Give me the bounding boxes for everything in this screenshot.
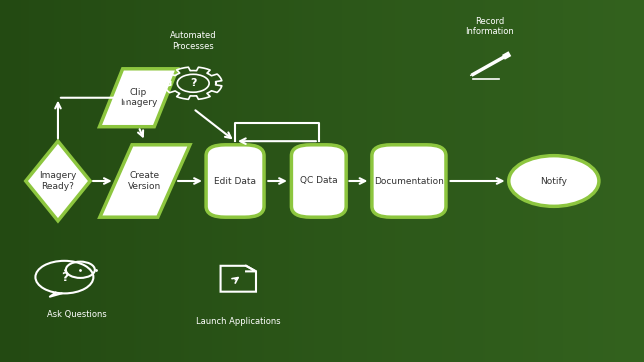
Text: ?: ? bbox=[190, 78, 196, 88]
FancyBboxPatch shape bbox=[206, 145, 264, 217]
Polygon shape bbox=[26, 141, 90, 221]
Text: QC Data: QC Data bbox=[300, 177, 337, 185]
Text: Create
Version: Create Version bbox=[128, 171, 162, 191]
Polygon shape bbox=[100, 145, 190, 217]
FancyBboxPatch shape bbox=[372, 145, 446, 217]
Text: Notify: Notify bbox=[540, 177, 567, 185]
Polygon shape bbox=[100, 69, 178, 127]
FancyBboxPatch shape bbox=[291, 145, 346, 217]
Text: Clip
Imagery: Clip Imagery bbox=[120, 88, 157, 108]
Text: Launch Applications: Launch Applications bbox=[196, 317, 281, 326]
Text: Automated
Processes: Automated Processes bbox=[170, 31, 216, 51]
Text: Edit Data: Edit Data bbox=[214, 177, 256, 185]
Text: ?: ? bbox=[61, 271, 68, 283]
Text: Imagery
Ready?: Imagery Ready? bbox=[39, 171, 77, 191]
Text: Ask Questions: Ask Questions bbox=[48, 310, 107, 319]
Text: Documentation: Documentation bbox=[374, 177, 444, 185]
Text: Record
Information: Record Information bbox=[465, 17, 514, 36]
Circle shape bbox=[509, 156, 599, 206]
